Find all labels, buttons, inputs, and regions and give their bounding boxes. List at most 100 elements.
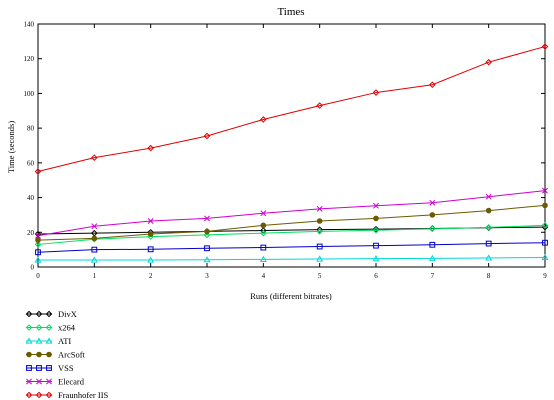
legend-marker xyxy=(25,324,33,331)
legend-marker xyxy=(45,337,53,344)
series-layer xyxy=(34,43,549,263)
point-x264 xyxy=(485,224,492,231)
point-arcsoft xyxy=(204,228,210,235)
point-elecard xyxy=(485,193,492,200)
point-elecard xyxy=(204,215,210,222)
point-vss xyxy=(429,241,436,248)
point-fraunhofer-iis xyxy=(260,116,267,123)
legend-marker xyxy=(45,324,53,331)
chart-title: Times xyxy=(277,6,304,18)
x-tick-label: 8 xyxy=(487,272,491,280)
point-vss xyxy=(542,239,548,246)
point-elecard xyxy=(91,223,98,230)
point-vss xyxy=(91,246,98,253)
point-vss xyxy=(35,249,41,256)
point-elecard xyxy=(35,232,41,239)
x-tick-label: 2 xyxy=(149,272,153,280)
legend-item-ati: ATI xyxy=(25,336,71,346)
point-elecard xyxy=(542,187,548,194)
plot-frame xyxy=(37,23,546,268)
point-arcsoft xyxy=(316,218,323,224)
legend-item-arcsoft: ArcSoft xyxy=(26,350,86,360)
axes: 0 20 40 60 80 100 120 140 0 1 2 3 4 5 6 7 8 9 xyxy=(24,21,548,281)
point-elecard xyxy=(429,199,436,206)
point-fraunhofer-iis xyxy=(147,144,154,152)
point-arcsoft xyxy=(147,231,154,237)
legend-marker xyxy=(35,337,43,344)
point-fraunhofer-iis xyxy=(429,81,436,89)
legend-marker xyxy=(35,324,43,331)
y-tick-label: 60 xyxy=(27,159,35,167)
series-divx xyxy=(34,223,549,238)
point-x264 xyxy=(429,225,436,233)
legend-marker xyxy=(46,365,52,371)
point-x264 xyxy=(260,229,267,237)
point-ati xyxy=(372,255,380,262)
legend-marker xyxy=(46,378,52,385)
series-line-x264 xyxy=(37,224,546,245)
point-arcsoft xyxy=(485,207,492,214)
legend-marker xyxy=(36,351,42,358)
x-tick-label: 0 xyxy=(36,272,40,280)
y-tick-label: 140 xyxy=(24,21,35,29)
point-ati xyxy=(541,253,549,261)
x-tick-label: 9 xyxy=(543,272,547,280)
point-arcsoft xyxy=(429,212,436,218)
legend-item-x264: x264 xyxy=(25,323,76,333)
y-axis-label: Time (seconds) xyxy=(6,121,16,174)
point-arcsoft xyxy=(373,215,379,222)
point-fraunhofer-iis xyxy=(541,43,549,50)
point-fraunhofer-iis xyxy=(316,102,323,109)
x-tick-label: 5 xyxy=(318,272,322,280)
x-axis-label: Runs (different bitrates) xyxy=(250,291,332,301)
legend-marker xyxy=(35,310,43,318)
y-tick-label: 80 xyxy=(27,125,35,133)
point-ati xyxy=(147,256,155,263)
legend-marker xyxy=(26,351,32,358)
point-ati xyxy=(485,254,493,261)
series-x264 xyxy=(34,222,549,248)
legend-label: x264 xyxy=(58,323,76,333)
point-fraunhofer-iis xyxy=(34,168,42,175)
series-fraunhofer-iis xyxy=(34,43,549,175)
x-tick-label: 6 xyxy=(374,272,378,280)
legend-label: VSS xyxy=(58,363,74,373)
legend-label: Fraunhofer IIS xyxy=(58,390,109,400)
point-x264 xyxy=(34,241,42,248)
x-tick-label: 4 xyxy=(262,272,266,280)
y-tick-label: 40 xyxy=(27,194,35,202)
legend-marker xyxy=(26,365,32,371)
y-tick-label: 100 xyxy=(24,90,35,98)
point-x264 xyxy=(541,222,549,229)
legend-marker xyxy=(46,351,52,358)
y-tick-label: 120 xyxy=(24,55,35,63)
series-arcsoft xyxy=(35,202,548,243)
point-ati xyxy=(90,256,98,263)
legend-marker xyxy=(45,391,53,399)
point-vss xyxy=(485,240,492,247)
point-arcsoft xyxy=(35,237,41,243)
legend-marker xyxy=(36,378,42,385)
point-x264 xyxy=(316,228,323,235)
point-ati xyxy=(259,255,267,262)
point-ati xyxy=(203,256,211,263)
series-vss xyxy=(35,239,548,256)
point-fraunhofer-iis xyxy=(372,89,380,96)
point-vss xyxy=(373,242,379,249)
legend-marker xyxy=(25,337,33,344)
series-line-ati xyxy=(38,256,546,261)
point-elecard xyxy=(316,205,323,212)
point-divx xyxy=(316,226,323,233)
point-vss xyxy=(316,243,323,250)
legend-item-vss: VSS xyxy=(26,363,74,373)
legend-marker xyxy=(45,310,53,318)
legend-label: ArcSoft xyxy=(58,350,86,360)
y-tick-label: 20 xyxy=(27,229,35,237)
x-tick-label: 1 xyxy=(93,272,97,280)
point-fraunhofer-iis xyxy=(485,58,492,66)
series-ati xyxy=(34,253,549,263)
legend-marker xyxy=(26,378,32,385)
point-vss xyxy=(204,245,210,252)
x-tick-label: 7 xyxy=(431,272,435,280)
